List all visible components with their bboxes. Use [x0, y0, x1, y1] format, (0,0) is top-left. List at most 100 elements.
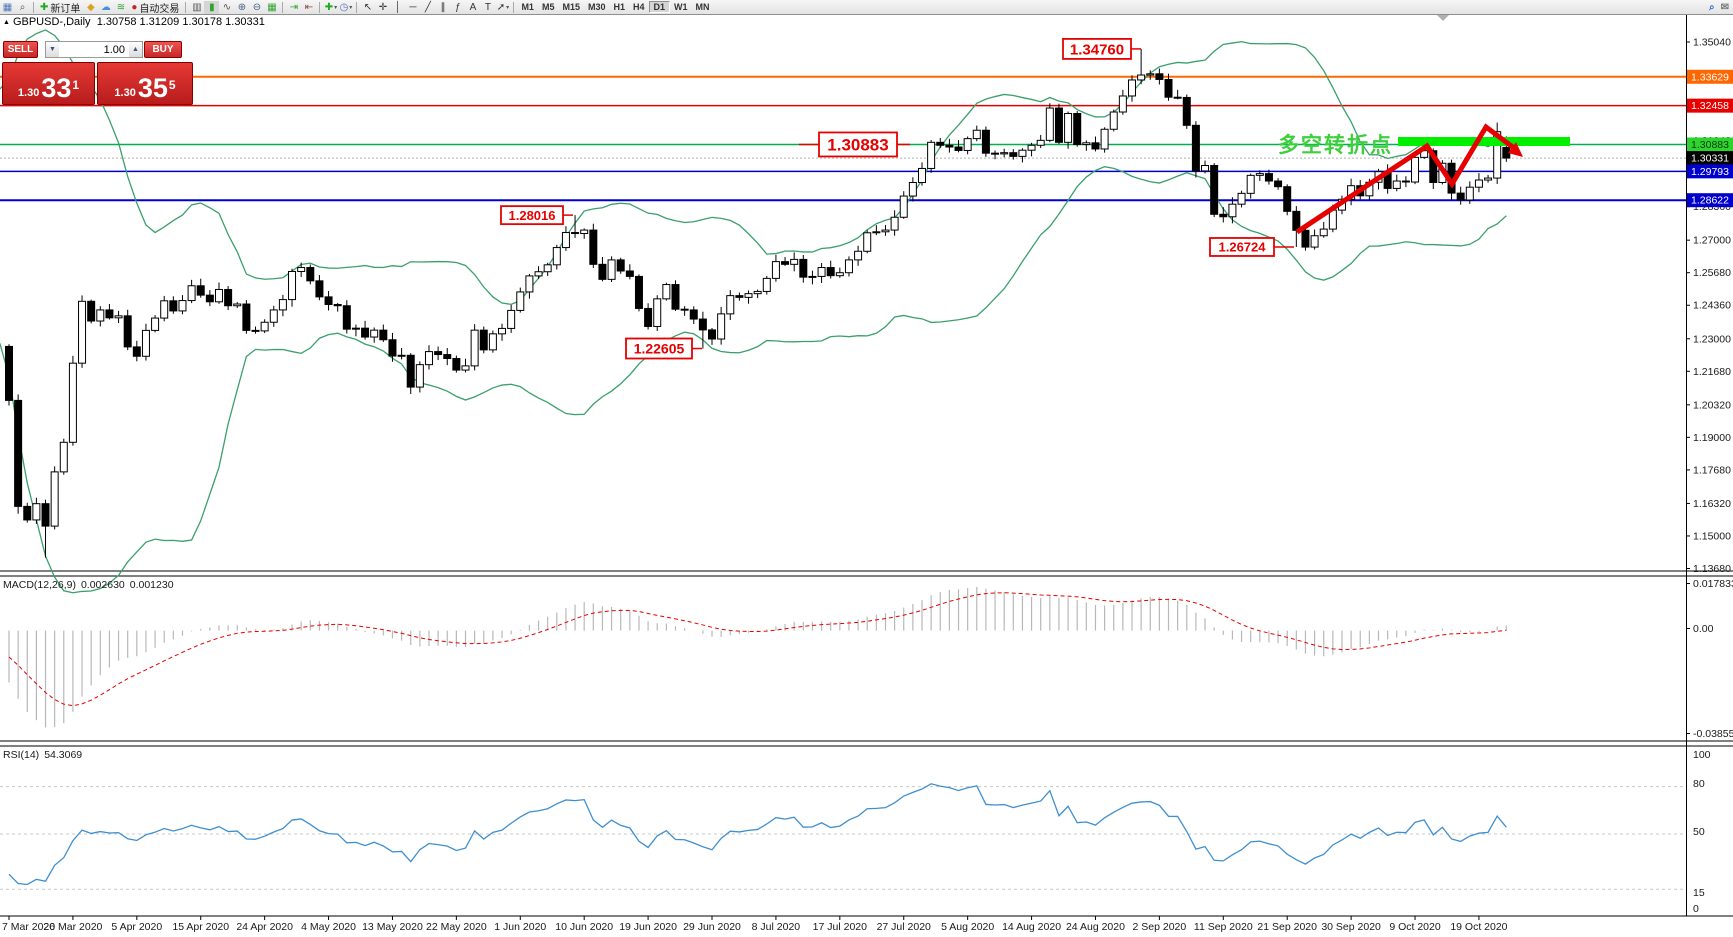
chart-shift-icon[interactable]: ⇤ — [301, 1, 316, 14]
sell-price-pip: 1 — [72, 78, 80, 92]
label-icon[interactable]: T — [480, 1, 495, 14]
bollinger-lower-band — [0, 166, 1507, 594]
buy-button[interactable]: BUY — [144, 41, 182, 58]
bar-chart-icon: ▥ — [192, 1, 202, 13]
collapse-panel-icon[interactable]: ▲ — [3, 19, 10, 26]
indicators-icon-dropdown[interactable]: ▾ — [334, 4, 338, 11]
svg-text:19 Jun 2020: 19 Jun 2020 — [619, 921, 677, 933]
svg-text:15 Apr 2020: 15 Apr 2020 — [172, 921, 229, 933]
zoom-out-icon[interactable]: ⊖ — [249, 1, 264, 14]
timeframe-mn[interactable]: MN — [695, 2, 710, 12]
price-callout[interactable]: 1.30883 — [799, 131, 910, 158]
volume-up-button[interactable]: ▲ — [129, 42, 142, 57]
bar-chart-icon[interactable]: ▥ — [189, 1, 204, 14]
timeframe-d1[interactable]: D1 — [648, 1, 671, 13]
community-icon[interactable]: ☁ — [98, 1, 113, 14]
svg-text:7 Mar 2020: 7 Mar 2020 — [2, 921, 55, 933]
price-callout[interactable]: 1.34760 — [1062, 38, 1141, 60]
search-icon[interactable]: ⌕ — [1709, 1, 1715, 13]
tile-windows-icon[interactable]: ▦ — [264, 1, 279, 14]
svg-text:5 Aug 2020: 5 Aug 2020 — [941, 921, 994, 933]
timeframe-m15[interactable]: M15 — [562, 2, 580, 12]
svg-text:0: 0 — [1693, 903, 1699, 915]
chart-window-icon[interactable]: ▦ — [0, 1, 15, 14]
svg-text:1.28016: 1.28016 — [509, 208, 556, 223]
periods-icon-dropdown[interactable]: ▾ — [349, 4, 353, 11]
toolbar-separator — [513, 1, 515, 13]
macd-value-1: 0.002630 — [80, 579, 125, 591]
macd-indicator-header: MACD(12,26,9) 0.002630 0.001230 — [3, 579, 179, 591]
price-callout[interactable]: 1.26724 — [1209, 237, 1294, 257]
vertical-line-icon: │ — [394, 1, 402, 13]
new-order-button[interactable]: ✚ 新订单 — [37, 1, 83, 15]
macd-value-2: 0.001230 — [129, 579, 174, 591]
autoscroll-icon[interactable]: ⇥ — [286, 1, 301, 14]
timeframe-h1[interactable]: H1 — [613, 2, 626, 12]
svg-text:14 Aug 2020: 14 Aug 2020 — [1002, 921, 1061, 933]
price-callout[interactable]: 1.28016 — [500, 205, 573, 226]
price-axis[interactable]: 1.350401.337201.323601.310401.296801.283… — [1686, 37, 1733, 575]
arrows-icon[interactable]: ➚ ▾ — [495, 1, 510, 14]
zoom-in-icon[interactable]: ⊕ — [234, 1, 249, 14]
arrows-icon: ➚ — [496, 1, 506, 13]
autoscroll-icon: ⇥ — [289, 1, 299, 13]
svg-text:1.30883: 1.30883 — [827, 136, 888, 155]
buy-price-box[interactable]: 1.30 35 5 — [97, 62, 193, 105]
rsi-label: RSI(14) — [3, 749, 40, 761]
timeframe-w1[interactable]: W1 — [674, 2, 688, 12]
svg-text:1.30331: 1.30331 — [1691, 153, 1729, 165]
crosshair-icon[interactable]: ✛ — [375, 1, 390, 14]
horizontal-line-icon[interactable]: ─ — [405, 1, 420, 14]
svg-text:13 May 2020: 13 May 2020 — [362, 921, 423, 933]
symbol-period-label: GBPUSD-,Daily — [12, 16, 91, 28]
fibonacci-icon[interactable]: ƒ — [450, 1, 465, 14]
svg-text:1.33629: 1.33629 — [1691, 71, 1729, 83]
trendline-icon[interactable]: ╱ — [420, 1, 435, 14]
autotrading-button[interactable]: ● 自动交易 — [128, 1, 182, 15]
channel-icon[interactable]: ∥ — [435, 1, 450, 14]
svg-text:30 Sep 2020: 30 Sep 2020 — [1321, 921, 1381, 933]
signal-icon[interactable]: ≋ — [113, 1, 128, 14]
svg-text:17 Jul 2020: 17 Jul 2020 — [813, 921, 867, 933]
sell-price-box[interactable]: 1.30 33 1 — [2, 62, 95, 105]
support-resistance-bar[interactable] — [1398, 137, 1570, 146]
text-icon: A — [469, 1, 477, 13]
svg-text:1.19000: 1.19000 — [1693, 432, 1731, 444]
svg-text:1.16320: 1.16320 — [1693, 498, 1731, 510]
price-callouts[interactable]: 1.34760 1.30883 1.28016 1.22605 1.26724 — [500, 38, 1294, 360]
periods-icon[interactable]: ◷ ▾ — [338, 1, 353, 14]
svg-text:5 Apr 2020: 5 Apr 2020 — [111, 921, 162, 933]
price-callout[interactable]: 1.22605 — [625, 337, 702, 360]
preview-icon[interactable]: ⌕ — [15, 1, 30, 14]
svg-text:11 Sep 2020: 11 Sep 2020 — [1194, 921, 1253, 933]
volume-input[interactable] — [59, 42, 129, 57]
svg-text:1.15000: 1.15000 — [1693, 530, 1731, 542]
timeframe-h4[interactable]: H4 — [633, 2, 645, 12]
chart-shift-marker[interactable] — [1437, 15, 1449, 21]
new-order-button-label: 新订单 — [50, 3, 81, 15]
volume-down-button[interactable]: ▼ — [46, 42, 59, 57]
svg-text:1.32458: 1.32458 — [1691, 100, 1729, 112]
sell-button[interactable]: SELL — [3, 41, 38, 58]
toolbar-separator — [319, 1, 321, 13]
deposit-icon[interactable]: ◆ — [83, 1, 98, 14]
cursor-icon[interactable]: ↖ — [360, 1, 375, 14]
svg-text:-0.038559: -0.038559 — [1693, 728, 1733, 740]
timeframe-m30[interactable]: M30 — [587, 2, 606, 12]
line-chart-icon[interactable]: ∿ — [219, 1, 234, 14]
timeframe-m5[interactable]: M5 — [541, 2, 555, 12]
vertical-line-icon[interactable]: │ — [390, 1, 405, 14]
chat-icon[interactable]: ✉ — [1720, 1, 1729, 13]
tile-windows-icon: ▦ — [267, 1, 277, 13]
candlestick-chart-icon[interactable]: ▮ — [204, 0, 220, 14]
signal-icon: ≋ — [116, 1, 126, 13]
arrows-icon-dropdown[interactable]: ▾ — [506, 4, 510, 11]
trend-zigzag-arrow[interactable] — [1295, 123, 1516, 235]
timeframe-m1[interactable]: M1 — [521, 2, 534, 12]
crosshair-icon: ✛ — [378, 1, 388, 13]
annotation-text[interactable]: 多空转折点 — [1278, 133, 1393, 157]
indicators-icon[interactable]: ✚ ▾ — [323, 1, 338, 14]
text-icon[interactable]: A — [465, 1, 480, 14]
